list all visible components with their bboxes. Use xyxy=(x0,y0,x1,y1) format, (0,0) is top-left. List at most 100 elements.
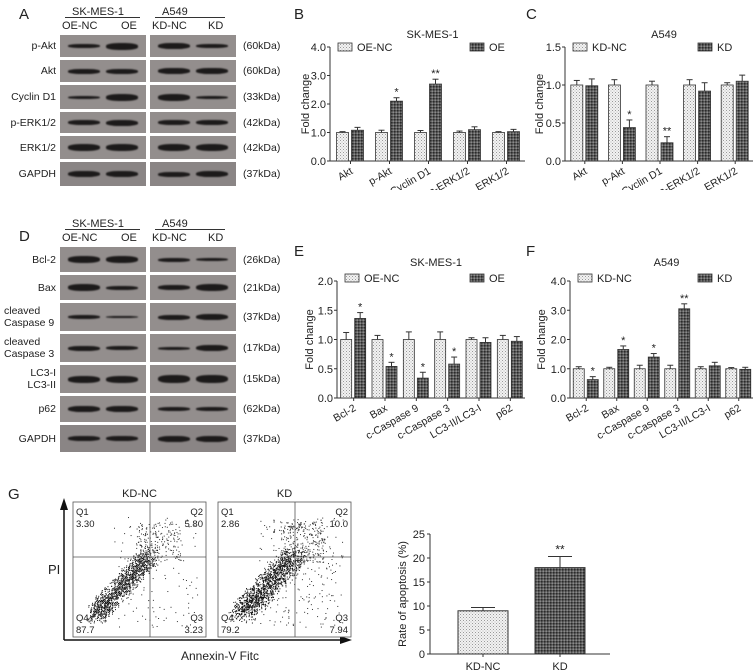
bar-treatment xyxy=(647,356,660,399)
protein-band xyxy=(106,68,138,74)
protein-label: p62 xyxy=(38,403,56,415)
y-tick-label: 5 xyxy=(419,625,425,637)
bar-control xyxy=(572,368,585,399)
protein-band xyxy=(106,144,138,151)
cell-line-label: SK-MES-1 xyxy=(72,218,124,230)
significance-marker: * xyxy=(358,302,363,314)
cell-line-underline xyxy=(155,229,225,230)
blot-membrane xyxy=(60,60,146,82)
y-axis-label: Fold change xyxy=(300,74,312,135)
bar-treatment xyxy=(660,142,674,162)
bar-treatment xyxy=(623,127,636,162)
protein-band xyxy=(106,119,138,126)
y-axis-label: Fold change xyxy=(536,309,548,370)
y-axis-label: Fold change xyxy=(304,309,316,370)
y-tick-label: 1.0 xyxy=(318,335,333,347)
protein-band xyxy=(106,346,138,350)
protein-band xyxy=(68,144,100,151)
legend-swatch-control xyxy=(344,273,360,283)
panel-letter-g: G xyxy=(8,486,20,503)
protein-label: ERK1/2 xyxy=(19,141,56,154)
chart-title: SK-MES-1 xyxy=(410,257,462,269)
bar-control xyxy=(371,339,384,399)
blot-membrane xyxy=(150,35,236,57)
bar-control xyxy=(414,132,427,162)
protein-band xyxy=(68,375,100,383)
lane-label: OE-NC xyxy=(62,20,98,32)
lane-label: KD-NC xyxy=(152,20,187,32)
protein-band xyxy=(196,44,228,48)
lane-label: KD xyxy=(208,20,224,32)
protein-band xyxy=(106,375,138,383)
bar-chart-e: SK-MES-1 OE-NC OE 0.0 0.5 1.0 1.5 2.0 Fold chang… xyxy=(304,257,525,442)
bar-kd xyxy=(534,567,586,655)
molecular-weight-label: (17kDa) xyxy=(243,342,281,354)
y-tick-label: 3.0 xyxy=(311,71,326,83)
legend-swatch-control xyxy=(572,42,588,52)
panel-letter-f: F xyxy=(526,243,536,260)
y-tick-label: 1.0 xyxy=(311,128,326,140)
protein-band xyxy=(106,93,138,101)
significance-marker: * xyxy=(591,366,596,378)
protein-label: Bax xyxy=(37,281,56,294)
y-tick-label: 3.0 xyxy=(551,305,566,317)
x-tick-label: p-Akt xyxy=(367,165,394,188)
quadrant-value: 3.30 xyxy=(76,519,95,530)
quadrant-label: Q4 xyxy=(221,613,234,624)
bar-treatment xyxy=(735,80,749,162)
panel-letter-b: B xyxy=(294,6,305,23)
protein-band xyxy=(158,43,190,49)
quadrant-value: 2.86 xyxy=(221,519,240,530)
bar-chart-f: A549 KD-NC KD 0.0 1.0 2.0 3.0 4.0 Fold change * Bc… xyxy=(536,257,753,442)
quadrant-label: Q1 xyxy=(221,507,234,518)
x-tick-label: p-ERK1/2 xyxy=(657,165,703,190)
quadrant-value: 5.80 xyxy=(185,519,204,530)
y-tick-label: 15 xyxy=(413,577,425,589)
bar-treatment xyxy=(385,366,398,399)
protein-label: cleaved Caspase 3 xyxy=(4,336,55,360)
molecular-weight-label: (15kDa) xyxy=(243,373,281,385)
bar-treatment xyxy=(448,363,461,399)
bar-treatment xyxy=(351,129,364,162)
protein-band xyxy=(68,284,100,291)
y-tick-label: 2.0 xyxy=(551,335,566,347)
protein-band xyxy=(158,68,190,74)
x-tick-label: ERK1/2 xyxy=(474,165,511,190)
chart-title: SK-MES-1 xyxy=(407,29,459,41)
bar-control xyxy=(336,132,349,162)
x-tick-label: p-Akt xyxy=(600,165,627,188)
bar-treatment xyxy=(708,365,721,399)
molecular-weight-label: (33kDa) xyxy=(243,91,281,103)
protein-band xyxy=(158,93,190,101)
lane-label: KD-NC xyxy=(152,232,187,244)
bar-treatment xyxy=(468,129,481,162)
quadrant-value: 10.0 xyxy=(330,519,349,530)
y-tick-label: 20 xyxy=(413,553,425,565)
bar-treatment xyxy=(507,131,520,162)
y-tick-label: 25 xyxy=(413,529,425,541)
y-tick-label: 0.5 xyxy=(318,364,333,376)
legend-label-treatment: OE xyxy=(489,273,505,285)
protein-band xyxy=(68,68,100,74)
protein-band xyxy=(106,436,138,441)
y-tick-label: 1.5 xyxy=(546,42,561,54)
y-axis-label: Rate of apoptosis (%) xyxy=(397,541,409,647)
bar-kd-nc xyxy=(457,610,509,655)
protein-band xyxy=(158,285,190,290)
significance-marker: * xyxy=(452,346,457,358)
bar-treatment xyxy=(390,100,403,162)
protein-band xyxy=(196,258,228,261)
legend-swatch-treatment xyxy=(469,42,485,52)
bar-control xyxy=(694,368,707,399)
panel-letter-e: E xyxy=(294,243,305,260)
protein-label: GAPDH xyxy=(18,432,56,445)
blot-membrane xyxy=(60,136,146,159)
protein-band xyxy=(196,68,228,74)
y-tick-label: 2.0 xyxy=(318,276,333,288)
significance-marker: * xyxy=(621,335,626,347)
y-tick-label: 1.0 xyxy=(551,364,566,376)
cell-line-underline xyxy=(155,17,225,18)
legend-swatch-treatment xyxy=(469,273,485,283)
legend-swatch-control xyxy=(337,42,353,52)
bar-control xyxy=(402,339,415,399)
